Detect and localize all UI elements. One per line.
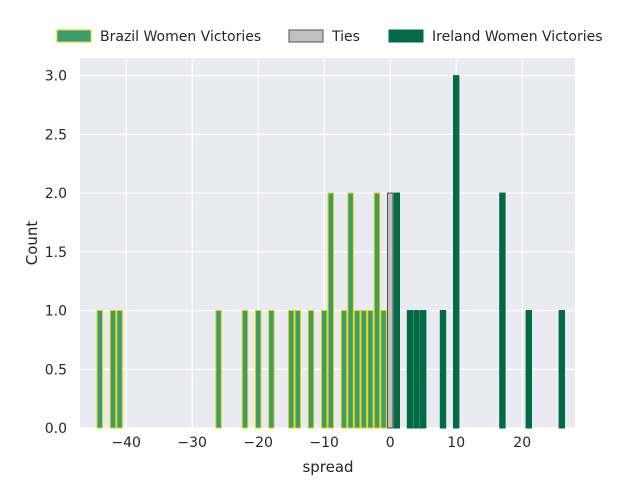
tick-labels: −40 −30 −20 −10 0 10 20 0.0 0.5 1.0 1.5 2.0 2.5 3.0: [45, 69, 531, 451]
legend-swatch: [388, 29, 424, 43]
x-tick-label: −10: [309, 435, 339, 451]
x-tick-label: 20: [513, 435, 531, 451]
bar-series-1: [380, 310, 387, 429]
bar-series-3: [413, 310, 420, 429]
y-axis-label: Count: [23, 221, 41, 266]
bar-series-3: [558, 310, 566, 429]
bar-series-3: [419, 310, 427, 429]
bar-series-1: [215, 310, 222, 429]
legend-swatch: [56, 29, 92, 43]
y-tick-label: 1.0: [45, 304, 67, 320]
bar-series-3: [393, 192, 401, 429]
bar-series-2: [386, 192, 394, 429]
bar-series-1: [367, 310, 374, 429]
x-axis-label: spread: [302, 458, 353, 476]
grid-lines: [80, 58, 575, 429]
y-tick-label: 3.0: [45, 69, 67, 85]
y-tick-label: 0.0: [45, 421, 67, 437]
x-tick-label: 10: [447, 435, 465, 451]
bar-series-1: [96, 310, 104, 429]
y-tick-label: 0.5: [45, 362, 67, 378]
legend: Brazil Women Victories Ties Ireland Women …: [56, 29, 603, 45]
bar-series-3: [452, 75, 460, 429]
bar-series-3: [406, 310, 414, 429]
bar-series-1: [241, 310, 249, 429]
x-tick-label: −30: [177, 435, 207, 451]
bar-series-1: [116, 310, 123, 429]
x-tick-label: −20: [243, 435, 273, 451]
x-tick-label: −40: [111, 435, 141, 451]
bar-series-1: [294, 310, 302, 429]
bar-series-1: [287, 310, 295, 429]
bar-series-1: [327, 192, 335, 429]
bar-series-1: [373, 192, 381, 429]
bars: [96, 75, 566, 429]
bar-series-1: [353, 310, 361, 429]
bar-series-1: [307, 310, 315, 429]
y-tick-label: 2.0: [45, 186, 67, 202]
y-tick-label: 2.5: [45, 127, 67, 143]
legend-label: Brazil Women Victories: [100, 29, 261, 45]
bar-series-1: [109, 310, 117, 429]
plot-background: [80, 58, 575, 428]
legend-label: Ireland Women Victories: [432, 29, 603, 45]
legend-label: Ties: [331, 29, 360, 45]
bar-series-3: [439, 310, 447, 429]
bar-series-1: [340, 310, 348, 429]
bar-series-3: [499, 192, 506, 429]
bar-series-1: [320, 310, 328, 429]
bar-series-1: [268, 310, 275, 429]
bar-series-1: [360, 310, 368, 429]
legend-swatch: [288, 29, 324, 43]
bar-series-1: [254, 310, 262, 429]
bar-series-1: [347, 192, 354, 429]
x-tick-label: 0: [386, 435, 395, 451]
bar-series-3: [525, 310, 533, 429]
y-tick-label: 1.5: [45, 245, 67, 261]
